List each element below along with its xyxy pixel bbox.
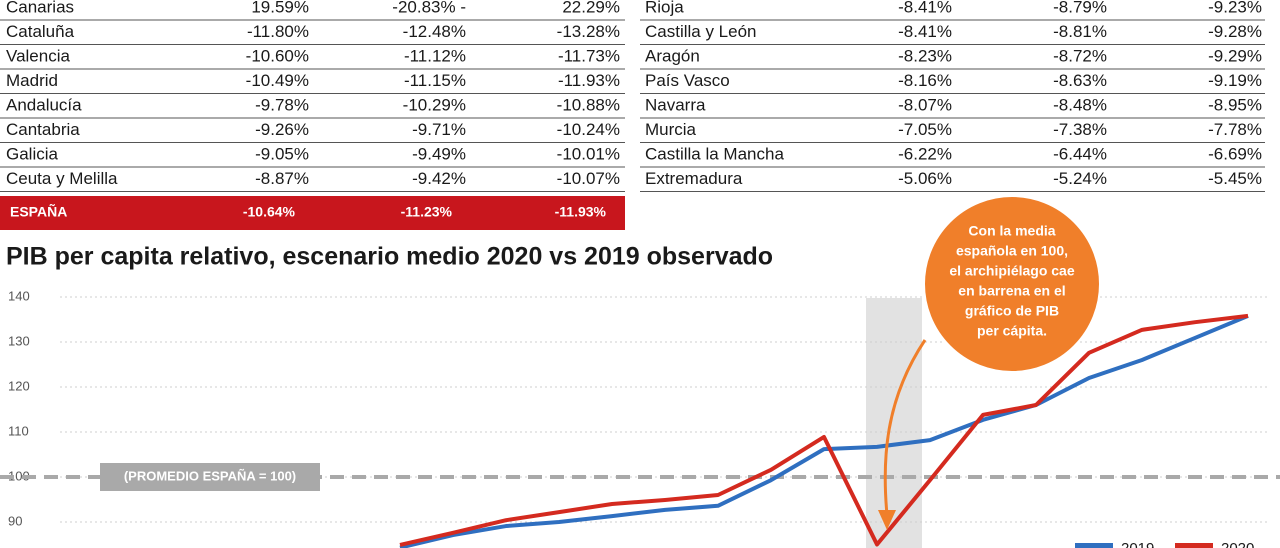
row-label: Ceuta y Melilla xyxy=(6,169,118,188)
cell-value: -12.48% xyxy=(403,22,466,41)
cell-value: -8.41% xyxy=(898,0,952,16)
legend-swatch xyxy=(1075,543,1113,548)
cell-value: -9.19% xyxy=(1208,71,1262,90)
cell-value: -6.69% xyxy=(1208,144,1262,163)
row-label: Andalucía xyxy=(6,95,82,114)
total-value: -10.64% xyxy=(243,204,296,220)
cell-value: -5.24% xyxy=(1053,169,1107,188)
row-label: Extremadura xyxy=(645,169,743,188)
row-label: Cataluña xyxy=(6,22,75,41)
reference-label: (PROMEDIO ESPAÑA = 100) xyxy=(124,468,296,483)
total-value: -11.23% xyxy=(401,204,453,220)
cell-value: -8.87% xyxy=(255,169,309,188)
cell-value: -8.07% xyxy=(898,95,952,114)
cell-value: -8.48% xyxy=(1053,95,1107,114)
callout-circle xyxy=(923,195,1101,373)
cell-value: -9.29% xyxy=(1208,46,1262,65)
total-label: ESPAÑA xyxy=(10,203,67,220)
callout-text: el archipiélago cae xyxy=(949,263,1074,279)
legend-swatch xyxy=(1175,543,1213,548)
cell-value: -9.28% xyxy=(1208,22,1262,41)
y-tick-label: 90 xyxy=(8,513,22,528)
cell-value: -6.22% xyxy=(898,144,952,163)
arrow xyxy=(883,339,927,516)
cell-value: -11.12% xyxy=(404,46,466,65)
cell-value: -9.05% xyxy=(255,144,309,163)
y-tick-label: 140 xyxy=(8,288,30,303)
cell-value: -9.42% xyxy=(412,169,466,188)
cell-value: -8.23% xyxy=(898,46,952,65)
cell-value: -11.93% xyxy=(558,71,620,90)
cell-value: -5.45% xyxy=(1208,169,1262,188)
cell-value: -8.16% xyxy=(898,71,952,90)
callout-text: española en 100, xyxy=(956,243,1068,259)
cell-value: -9.49% xyxy=(412,144,466,163)
row-label: Castilla la Mancha xyxy=(645,144,784,163)
cell-value: -7.38% xyxy=(1053,120,1107,139)
cell-value: -10.49% xyxy=(246,71,309,90)
callout-text: gráfico de PIB xyxy=(965,303,1059,319)
row-label: Murcia xyxy=(645,120,697,139)
legend-label: 2019 xyxy=(1121,540,1154,548)
cell-value: -13.28% xyxy=(557,22,620,41)
cell-value: -10.01% xyxy=(557,144,620,163)
total-value: -11.93% xyxy=(555,204,607,220)
cell-value: -20.83% - xyxy=(392,0,466,16)
cell-value: -10.29% xyxy=(403,95,466,114)
cell-value: -9.78% xyxy=(255,95,309,114)
cell-value: -10.24% xyxy=(557,120,620,139)
cell-value: -11.80% xyxy=(247,22,309,41)
row-label: Castilla y León xyxy=(645,22,757,41)
series-line xyxy=(399,314,1249,548)
cell-value: -8.81% xyxy=(1053,22,1107,41)
row-label: Cantabria xyxy=(6,120,80,139)
cell-value: -9.23% xyxy=(1208,0,1262,16)
cell-value: -10.07% xyxy=(557,169,620,188)
legend-label: 2020 xyxy=(1221,540,1254,548)
cell-value: -8.79% xyxy=(1053,0,1107,16)
cell-value: -10.60% xyxy=(246,46,309,65)
cell-value: -7.78% xyxy=(1208,120,1262,139)
cell-value: -9.71% xyxy=(412,120,466,139)
cell-value: -5.06% xyxy=(898,169,952,188)
row-label: Rioja xyxy=(645,0,684,16)
cell-value: -8.72% xyxy=(1053,46,1107,65)
cell-value: -6.44% xyxy=(1053,144,1107,163)
row-label: País Vasco xyxy=(645,71,730,90)
arrow-head xyxy=(878,510,896,530)
callout-text: Con la media xyxy=(968,223,1055,239)
cell-value: -9.26% xyxy=(255,120,309,139)
cell-value: -8.41% xyxy=(898,22,952,41)
total-row xyxy=(0,196,625,230)
row-label: Canarias xyxy=(6,0,74,16)
row-label: Valencia xyxy=(6,46,70,65)
cell-value: -8.63% xyxy=(1053,71,1107,90)
row-label: Madrid xyxy=(6,71,58,90)
cell-value: -10.88% xyxy=(557,95,620,114)
reference-label-box xyxy=(100,463,320,491)
cell-value: -11.15% xyxy=(404,71,466,90)
cell-value: 22.29% xyxy=(562,0,620,16)
cell-value: -7.05% xyxy=(898,120,952,139)
callout-text: en barrena en el xyxy=(958,283,1065,299)
callout-text: per cápita. xyxy=(977,323,1047,339)
y-tick-label: 110 xyxy=(8,423,29,438)
y-tick-label: 100 xyxy=(8,468,30,483)
row-label: Aragón xyxy=(645,46,700,65)
row-label: Navarra xyxy=(645,95,706,114)
cell-value: -11.73% xyxy=(558,46,620,65)
cell-value: -8.95% xyxy=(1208,95,1262,114)
row-label: Galicia xyxy=(6,144,59,163)
y-tick-label: 120 xyxy=(8,378,30,393)
series-line xyxy=(399,313,1249,547)
y-tick-label: 130 xyxy=(8,333,30,348)
chart-title: PIB per capita relativo, escenario medio… xyxy=(6,243,773,271)
highlight-band xyxy=(866,298,922,548)
cell-value: 19.59% xyxy=(251,0,309,16)
